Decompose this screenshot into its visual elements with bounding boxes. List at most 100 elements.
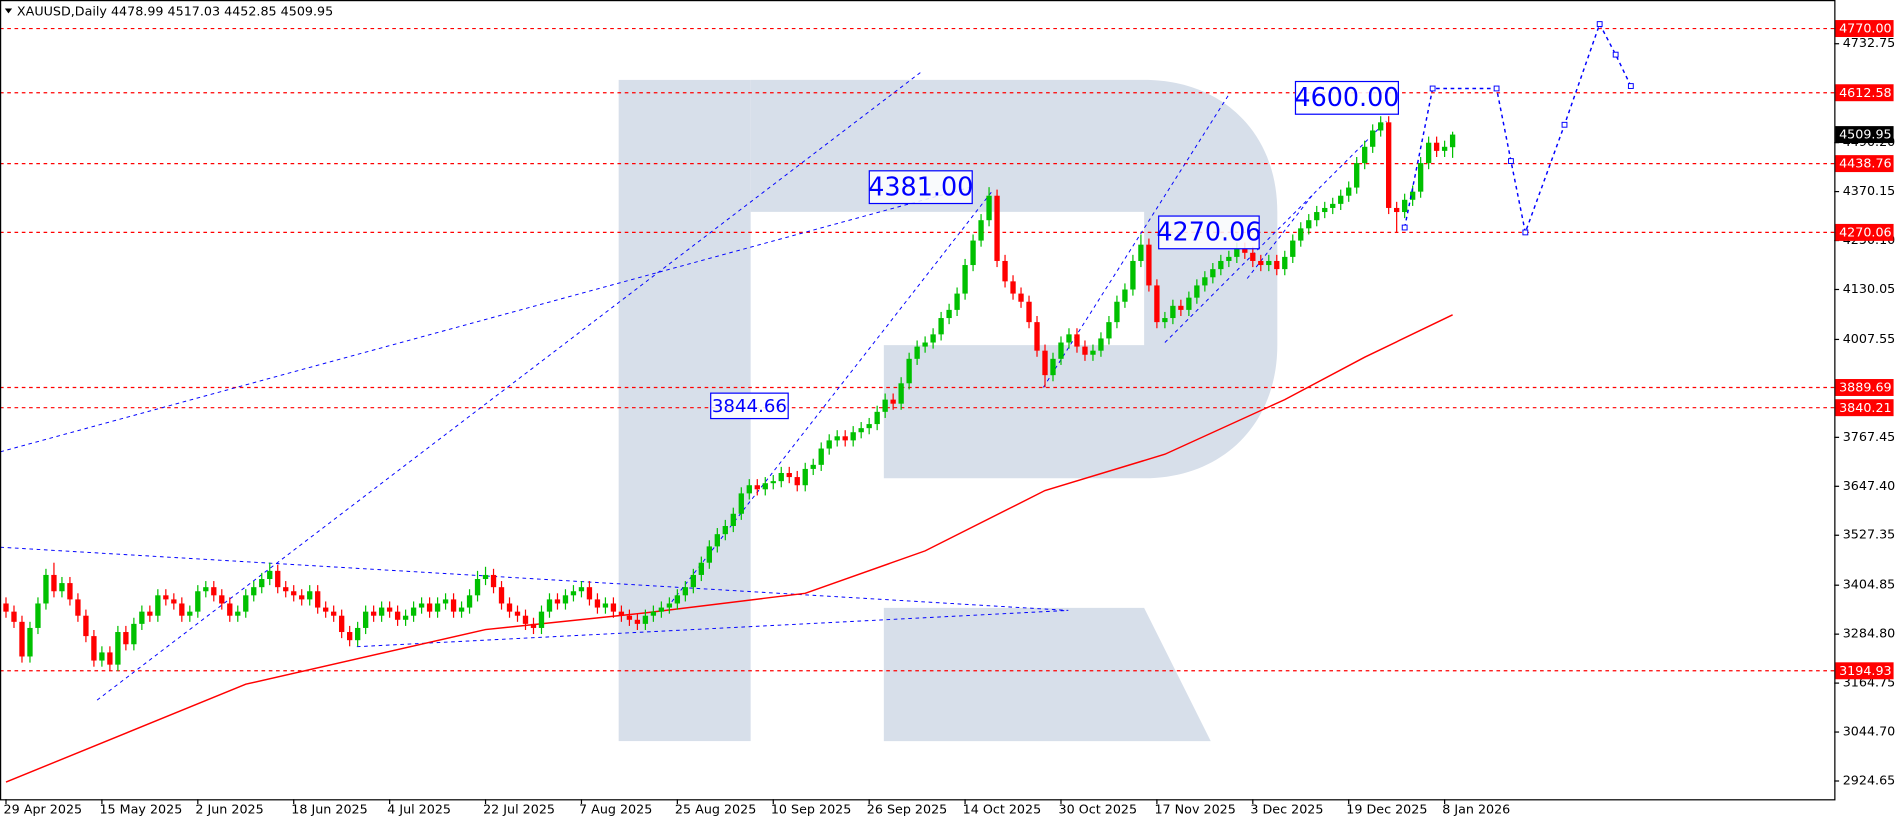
candle-body <box>826 440 832 449</box>
candle-body <box>930 334 936 343</box>
candle-body <box>1314 212 1320 221</box>
candle-body <box>1178 305 1184 310</box>
level-label-box <box>1835 399 1894 417</box>
candle-body <box>618 611 625 616</box>
plot-border <box>0 0 1836 801</box>
candle-body <box>1266 260 1272 266</box>
candle-body <box>323 607 329 612</box>
candle-body <box>578 587 585 592</box>
candle-body <box>1010 281 1016 294</box>
y-tick-label: 3044.70 <box>1843 724 1896 739</box>
level-label-box <box>1835 379 1894 396</box>
forecast-line <box>1403 22 1632 236</box>
candle-body <box>1226 256 1232 261</box>
current-price-box <box>1835 126 1894 144</box>
candle-body <box>602 603 609 608</box>
candle-body <box>658 607 665 612</box>
candle-body <box>722 526 728 535</box>
forecast-point <box>1612 51 1619 58</box>
candle-body <box>962 265 968 294</box>
candle-body <box>906 358 912 384</box>
annotation-label: 4270.06 <box>1156 217 1261 247</box>
x-tick-label: 14 Oct 2025 <box>963 802 1042 817</box>
x-tick-label: 18 Jun 2025 <box>291 802 367 817</box>
candle-body <box>362 611 369 628</box>
trendline <box>96 72 921 701</box>
chart-title: XAUUSD,Daily 4478.99 4517.03 4452.85 450… <box>17 4 333 19</box>
candle-body <box>1386 122 1392 208</box>
annotation-box <box>710 392 789 420</box>
candle-body <box>83 615 89 637</box>
candle-body <box>75 599 81 616</box>
candle-body <box>1338 195 1344 204</box>
candle-body <box>730 513 736 527</box>
candle-body <box>530 623 537 628</box>
annotation-box <box>1158 215 1260 250</box>
candle-body <box>1186 297 1192 310</box>
level-label-box <box>1835 155 1894 173</box>
candle-body <box>738 493 744 514</box>
candle-body <box>938 318 944 335</box>
forecast-point <box>1522 229 1529 236</box>
level-label-box <box>1835 84 1894 102</box>
candle-body <box>434 603 441 612</box>
candle-body <box>986 195 992 221</box>
x-tick-label: 22 Jul 2025 <box>483 802 555 817</box>
candle-body <box>882 399 888 412</box>
candle-body <box>570 591 577 596</box>
candle-body <box>594 599 601 608</box>
candle-body <box>1002 260 1008 282</box>
candle-body <box>746 485 752 494</box>
x-tick-label: 26 Sep 2025 <box>867 802 948 817</box>
candle-body <box>442 599 449 604</box>
candle-body <box>163 595 169 600</box>
trendline <box>0 187 970 453</box>
candle-body <box>227 603 233 616</box>
candle-body <box>91 636 97 661</box>
candle-body <box>418 603 425 608</box>
candle-body <box>490 574 497 588</box>
y-tick-label: 3647.40 <box>1843 478 1896 493</box>
annotation-label: 3844.66 <box>712 396 787 417</box>
candle-body <box>506 603 513 612</box>
menu-triangle <box>4 8 13 14</box>
candle-body <box>842 436 848 441</box>
candle-body <box>99 652 105 661</box>
level-label: 4612.58 <box>1839 85 1892 100</box>
candle-body <box>1346 187 1352 196</box>
candle-body <box>1034 322 1040 351</box>
candle-body <box>754 485 760 490</box>
candle-body <box>650 611 657 616</box>
x-tick-label: 8 Jan 2026 <box>1442 802 1510 817</box>
candle-body <box>386 607 393 612</box>
x-tick-label: 4 Jul 2025 <box>387 802 451 817</box>
candle-body <box>115 632 121 665</box>
candle-body <box>970 240 976 266</box>
candle-body <box>299 595 305 600</box>
candle-body <box>714 534 720 547</box>
candle-body <box>1290 240 1296 257</box>
candle-body <box>810 464 816 469</box>
candle-body <box>291 591 297 596</box>
candle-body <box>315 591 321 608</box>
candle-body <box>203 587 209 592</box>
candle-body <box>1250 252 1256 261</box>
candle-body <box>458 607 465 612</box>
candle-body <box>890 399 896 404</box>
x-tick-label: 19 Dec 2025 <box>1346 802 1427 817</box>
forecast-point <box>1401 224 1408 231</box>
annotation-label: 4381.00 <box>868 171 973 201</box>
candle-body <box>466 595 473 608</box>
plot-area <box>0 21 1835 783</box>
candle-body <box>219 595 225 604</box>
candle-body <box>866 424 872 429</box>
y-tick-label: 4130.05 <box>1843 281 1896 296</box>
level-label: 3889.69 <box>1839 380 1892 395</box>
candle-body <box>514 611 521 616</box>
candle-body <box>43 574 49 604</box>
y-tick-label: 4370.15 <box>1843 183 1896 198</box>
candle-body <box>1306 220 1312 229</box>
candle-body <box>410 607 417 616</box>
candle-body <box>1202 277 1208 286</box>
